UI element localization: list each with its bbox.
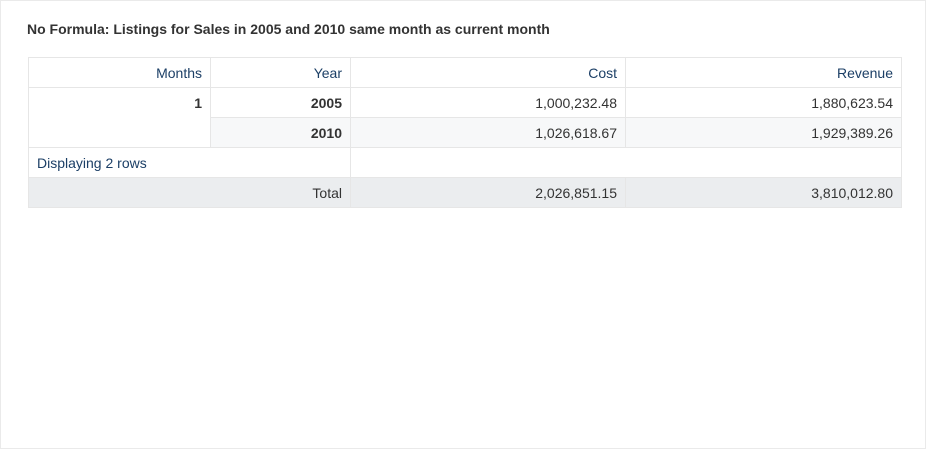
cost-cell: 1,026,618.67 [350,117,626,148]
year-cell: 2005 [210,87,351,118]
report-title: No Formula: Listings for Sales in 2005 a… [27,21,550,37]
year-cell: 2010 [210,117,351,148]
data-table: Months Year Cost Revenue 1 2005 1,000,23… [28,57,902,208]
month-cell: 1 [28,87,211,148]
revenue-cell: 1,880,623.54 [625,87,902,118]
column-header-months[interactable]: Months [28,57,211,88]
row-count-text: Displaying 2 rows [28,147,351,178]
column-header-cost[interactable]: Cost [350,57,626,88]
total-row: Total 2,026,851.15 3,810,012.80 [28,177,902,208]
header-row: Months Year Cost Revenue [28,57,902,88]
table-row: 2010 1,026,618.67 1,929,389.26 [29,117,902,148]
column-header-revenue[interactable]: Revenue [625,57,902,88]
total-label: Total [28,177,351,208]
revenue-cell: 1,929,389.26 [625,117,902,148]
total-cost: 2,026,851.15 [350,177,626,208]
row-count-row: Displaying 2 rows [28,147,902,178]
column-header-year[interactable]: Year [210,57,351,88]
cost-cell: 1,000,232.48 [350,87,626,118]
row-count-spacer [350,147,902,178]
table-row: 1 2005 1,000,232.48 1,880,623.54 [28,87,902,148]
total-revenue: 3,810,012.80 [625,177,902,208]
